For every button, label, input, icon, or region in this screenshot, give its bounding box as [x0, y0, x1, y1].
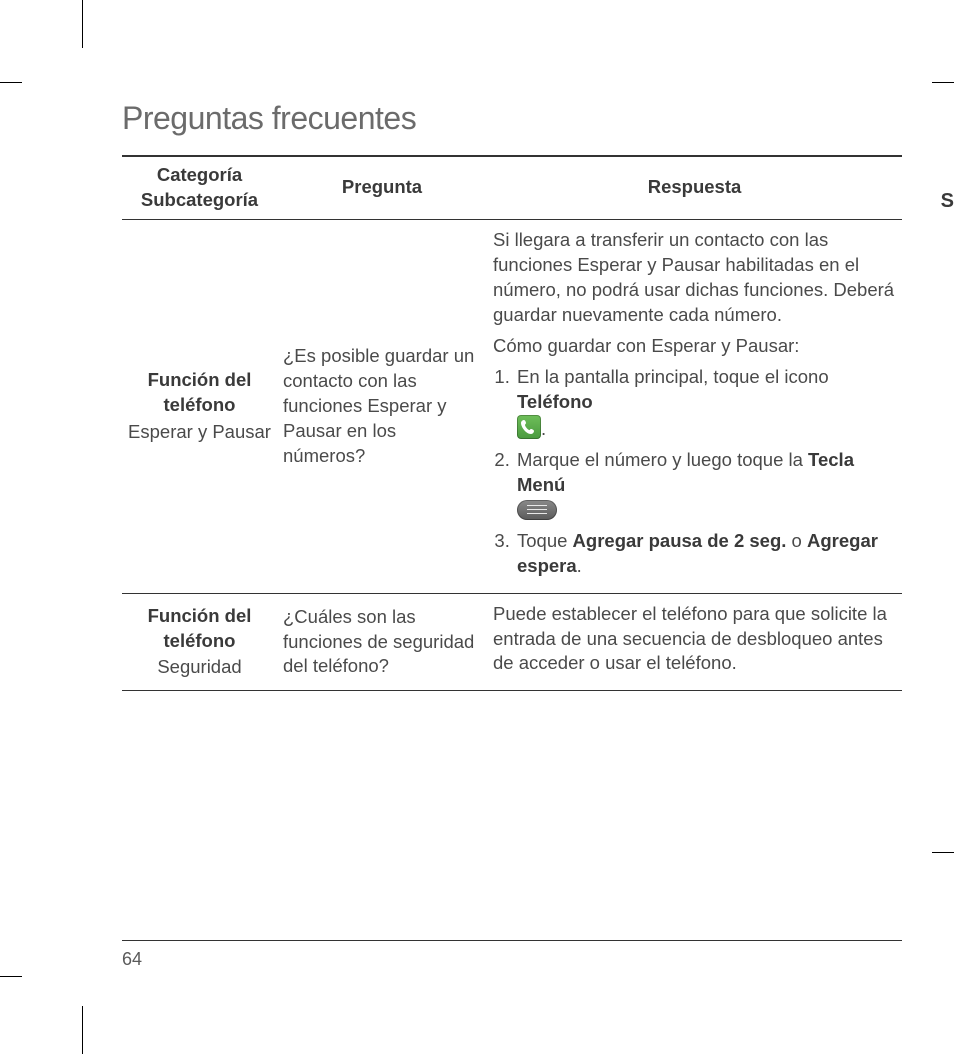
answer-howto-label: Cómo guardar con Esperar y Pausar: [493, 334, 896, 359]
phone-icon [517, 415, 541, 439]
cell-category: Función del teléfono Esperar y Pausar [122, 219, 277, 593]
header-category-label: Categoría [157, 164, 242, 185]
cell-answer: Puede establecer el teléfono para que so… [487, 593, 902, 691]
crop-mark [82, 1006, 83, 1054]
header-answer: Respuesta [487, 156, 902, 219]
step1-bold: Teléfono [517, 391, 593, 412]
category-sub: Seguridad [128, 655, 271, 680]
answer-step-3: Toque Agregar pausa de 2 seg. o Agregar … [515, 529, 896, 579]
step2-pre: Marque el número y luego toque la [517, 449, 808, 470]
step3-bold1: Agregar pausa de 2 seg. [573, 530, 787, 551]
category-main: Función del teléfono [128, 604, 271, 654]
answer-steps: En la pantalla principal, toque el icono… [493, 365, 896, 579]
cell-question: ¿Cuáles son las funciones de seguridad d… [277, 593, 487, 691]
page-number: 64 [122, 940, 902, 970]
step1-post: . [541, 418, 546, 439]
table-row: Función del teléfono Seguridad ¿Cuáles s… [122, 593, 902, 691]
answer-step-2: Marque el número y luego toque la Tecla … [515, 448, 896, 523]
step3-pre: Toque [517, 530, 573, 551]
header-question: Pregunta [277, 156, 487, 219]
step3-mid: o [786, 530, 807, 551]
faq-table: Categoría Subcategoría Pregunta Respuest… [122, 155, 902, 691]
table-header-row: Categoría Subcategoría Pregunta Respuest… [122, 156, 902, 219]
step1-pre: En la pantalla principal, toque el icono [517, 366, 829, 387]
partial-next-page-char: S [941, 190, 954, 213]
table-row: Función del teléfono Esperar y Pausar ¿E… [122, 219, 902, 593]
cell-question: ¿Es posible guardar un contacto con las … [277, 219, 487, 593]
header-category: Categoría Subcategoría [122, 156, 277, 219]
crop-mark [932, 82, 954, 83]
cell-category: Función del teléfono Seguridad [122, 593, 277, 691]
page-content: Preguntas frecuentes Categoría Subcatego… [122, 100, 902, 691]
category-sub: Esperar y Pausar [128, 420, 271, 445]
header-subcategory-label: Subcategoría [126, 188, 273, 213]
crop-mark [932, 852, 954, 853]
step3-post: . [577, 555, 582, 576]
page-title: Preguntas frecuentes [122, 100, 902, 137]
category-main: Función del teléfono [128, 368, 271, 418]
crop-mark [0, 82, 22, 83]
page-number-value: 64 [122, 949, 142, 969]
menu-key-icon [517, 500, 557, 520]
crop-mark [0, 976, 22, 977]
cell-answer: Si llegara a transferir un contacto con … [487, 219, 902, 593]
answer-intro: Si llegara a transferir un contacto con … [493, 228, 896, 328]
answer-step-1: En la pantalla principal, toque el icono… [515, 365, 896, 442]
crop-mark [82, 0, 83, 48]
answer-text: Puede establecer el teléfono para que so… [493, 602, 896, 677]
